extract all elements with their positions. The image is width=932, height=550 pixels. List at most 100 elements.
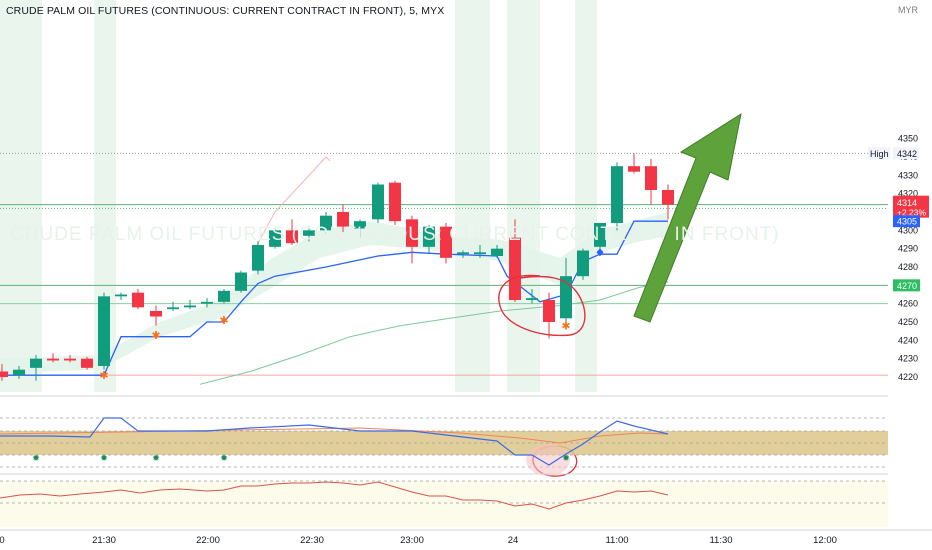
rsi-dot: ✹ <box>220 453 228 463</box>
star-marker: ✱ <box>99 370 108 382</box>
oscillator-bg <box>0 481 888 527</box>
candle-body <box>286 230 298 244</box>
candle-body <box>526 298 538 301</box>
candle <box>98 292 110 370</box>
time-axis: :00 21:30 22:00 22:30 23:00 24 11:00 11:30 12:00 <box>0 529 932 546</box>
rsi-dot: ✹ <box>152 453 160 463</box>
candle-body <box>372 184 384 220</box>
session-column <box>0 0 42 392</box>
candle <box>81 356 93 370</box>
annotation-circle-main <box>498 274 586 337</box>
symbol-watermark: CRUDE PALM OIL FUTURES (CONTINUOUS: CURR… <box>10 224 780 245</box>
candle <box>30 355 42 381</box>
session-column <box>94 0 116 392</box>
chart-title: CRUDE PALM OIL FUTURES (CONTINUOUS: CURR… <box>6 5 445 17</box>
candle-body <box>628 166 640 172</box>
candle <box>611 162 623 231</box>
candle-body <box>560 276 572 319</box>
price-tick: 4230 <box>898 354 918 364</box>
candle <box>115 292 127 301</box>
candle <box>406 215 418 264</box>
green-level-value: 4270 <box>897 281 917 291</box>
candle-body <box>64 358 76 361</box>
candle <box>372 182 384 224</box>
candle-body <box>13 369 25 376</box>
rsi-pane: ✹✹✹✹✹400-200705858 <box>0 393 932 476</box>
candle-body <box>269 230 281 247</box>
candle <box>543 292 555 339</box>
candle-body <box>423 226 435 247</box>
moving-average-line <box>199 281 669 385</box>
blue-level-value: 4305 <box>897 217 917 227</box>
green-level-badge <box>893 279 920 292</box>
price-tick: 4290 <box>898 244 918 254</box>
candle <box>491 245 503 258</box>
last-price-value: 4314 <box>897 198 917 208</box>
candle-body <box>218 290 230 302</box>
candle-body <box>474 252 486 255</box>
candle <box>423 224 435 253</box>
rsi-dot: ✹ <box>100 453 108 463</box>
oscillator-line <box>0 481 669 510</box>
candle <box>474 245 486 258</box>
price-axis: MYR4220423042404250426042704280429043004… <box>868 0 932 530</box>
candle <box>218 289 230 304</box>
candle <box>320 212 332 235</box>
price-tick: 4220 <box>898 372 918 382</box>
price-tick: 4280 <box>898 262 918 272</box>
candle <box>645 158 657 205</box>
candle <box>440 223 452 264</box>
candle <box>184 300 196 310</box>
candle-body <box>132 292 144 308</box>
candle <box>235 270 247 293</box>
price-tick: 4240 <box>898 335 918 345</box>
candle <box>64 355 76 363</box>
candle <box>0 364 8 381</box>
candle-body <box>47 358 59 361</box>
candle <box>560 257 572 324</box>
candle-body <box>98 296 110 367</box>
candle-body <box>645 166 657 191</box>
candle-body <box>81 358 93 368</box>
candle-body <box>406 219 418 247</box>
rsi-dot: ✹ <box>32 453 40 463</box>
rsi-dot: ✹ <box>562 453 570 463</box>
candle-body <box>457 252 469 255</box>
candle-body <box>577 250 589 277</box>
candle-body <box>184 305 196 308</box>
green-arrow-annotation <box>633 112 742 323</box>
candle-body <box>252 245 264 271</box>
star-marker: ✱ <box>151 330 160 342</box>
high-value: 4342 <box>897 149 917 159</box>
candle <box>150 305 162 326</box>
candle-body <box>611 166 623 224</box>
candle <box>269 228 281 249</box>
candle <box>47 353 59 363</box>
high-label: High <box>870 149 889 159</box>
candle-body <box>167 307 179 310</box>
candle-body <box>389 182 401 222</box>
candle-body <box>491 248 503 257</box>
time-tick: 11:30 <box>709 535 732 546</box>
diamond-marker <box>596 248 604 257</box>
candle <box>132 289 144 310</box>
high-value-bg <box>893 147 919 160</box>
session-column <box>507 0 540 392</box>
candle <box>594 223 606 251</box>
candle-body <box>354 221 366 229</box>
session-highlights <box>0 0 597 392</box>
time-tick: 21:30 <box>92 535 116 546</box>
candles <box>0 153 674 381</box>
candle-body <box>320 215 332 231</box>
candle-body <box>594 223 606 247</box>
price-tick: 4350 <box>898 134 918 144</box>
price-tick: 4330 <box>898 170 918 180</box>
star-marker: ✱ <box>561 321 570 333</box>
candle-body <box>150 311 162 317</box>
candle <box>509 219 521 302</box>
price-change: +2.23% <box>897 208 927 218</box>
candle-body <box>235 272 247 291</box>
price-axis-bg <box>888 0 932 530</box>
price-levels <box>0 152 888 376</box>
